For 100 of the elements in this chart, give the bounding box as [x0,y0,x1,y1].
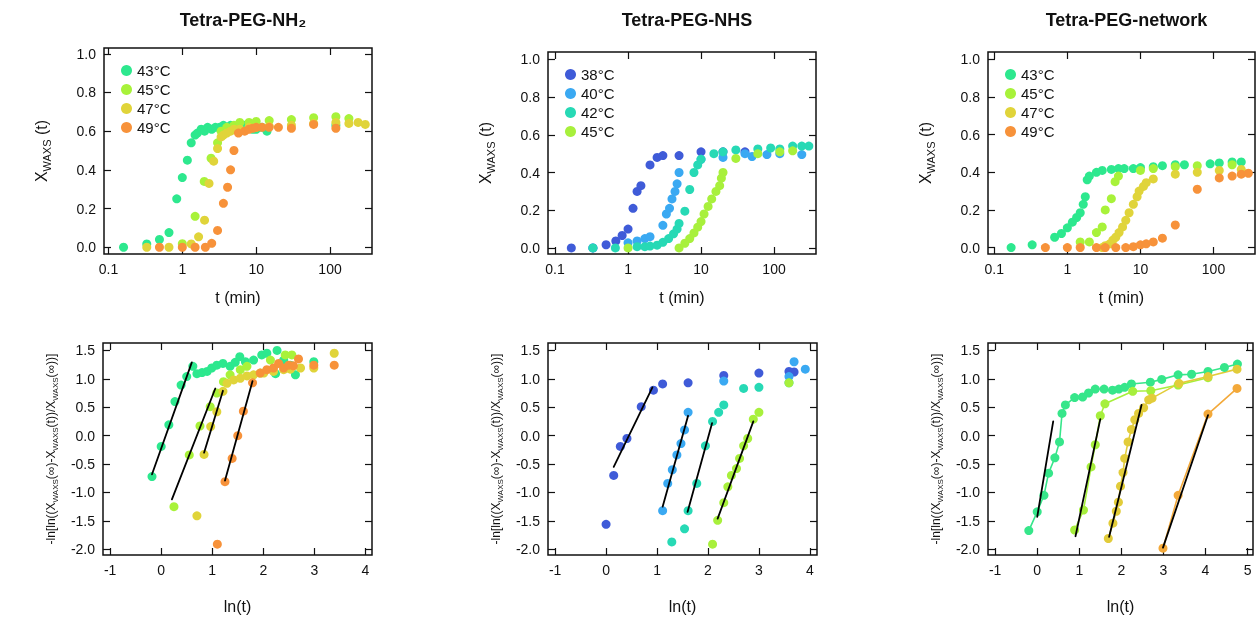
x-tick-label: 100 [318,261,342,277]
y-tick-label: 0.8 [76,84,97,101]
y-tick-label: 0.4 [520,164,541,181]
x-tick-label: 2 [259,562,268,578]
x-axis-title: t (min) [215,288,261,306]
x-tick-label: 2 [704,562,713,578]
y-tick-label: -2.0 [515,541,541,558]
legend-label: 45°C [581,123,615,140]
y-axis-title: -ln[ln((XWAXS(∞)-XWAXS(t))/XWAXS(∞))] [43,353,61,545]
x-tick-label: -1 [548,562,562,578]
x-tick-label: 3 [755,562,764,578]
x-tick-label: 1 [653,562,662,578]
y-tick-label: -0.5 [515,456,541,473]
y-axis-title: XWAXS (t) [32,119,53,183]
y-tick-label: 1.0 [960,51,981,68]
y-tick-label: 0.8 [520,89,541,106]
y-tick-label: 0.6 [520,126,541,143]
legend-label: 49°C [137,119,171,136]
y-tick-label: 0.2 [76,200,97,217]
x-axis-title: ln(t) [223,597,252,615]
y-tick-label: 1.0 [520,370,541,387]
legend-label: 43°C [1021,66,1055,83]
y-tick-label: 0.0 [75,427,96,444]
y-tick-label: 0.0 [520,239,541,256]
chart-title: Tetra-PEG-network [1045,10,1209,30]
y-tick-label: 0.4 [960,164,981,181]
legend-label: 42°C [581,104,615,121]
y-axis-title: -ln[ln((XWAXS(∞)-XWAXS(t))/XWAXS(∞))] [488,353,506,545]
x-tick-label: -1 [103,562,117,578]
chart-title: Tetra-PEG-NH₂ [179,10,307,30]
x-tick-label: 4 [805,562,814,578]
y-tick-label: 0.6 [960,126,981,143]
legend-label: 47°C [137,100,171,117]
y-tick-label: -0.5 [70,456,96,473]
y-tick-label: 1.0 [76,45,97,62]
x-tick-label: 1 [1063,261,1072,277]
x-tick-label: 100 [762,261,786,277]
y-tick-label: 1.0 [960,370,981,387]
y-tick-label: 0.2 [960,201,981,218]
y-tick-label: 1.5 [960,342,981,359]
y-tick-label: 0.0 [960,427,981,444]
y-tick-label: -0.5 [955,456,981,473]
x-tick-label: 100 [1201,261,1226,277]
x-tick-label: 1 [624,261,633,277]
x-tick-label: 0.1 [545,261,566,277]
legend-label: 38°C [581,66,615,83]
y-tick-label: 0.5 [75,399,96,416]
x-tick-label: 2 [1117,562,1126,578]
y-tick-label: 1.5 [75,342,96,359]
y-tick-label: -1.0 [70,484,96,501]
x-axis-title: t (min) [1098,288,1145,306]
x-tick-label: 1 [1075,562,1084,578]
y-tick-label: -2.0 [70,541,96,558]
x-tick-label: 4 [1201,562,1210,578]
legend-label: 43°C [137,62,171,79]
y-tick-label: -1.0 [515,484,541,501]
y-tick-label: -1.5 [70,512,96,529]
x-tick-label: 10 [1132,261,1149,277]
x-axis-title: t (min) [659,288,705,306]
x-tick-label: 10 [248,261,265,277]
x-tick-label: 4 [361,562,370,578]
y-tick-label: 1.0 [520,51,541,68]
y-tick-label: 0.6 [76,123,97,140]
y-tick-label: -1.5 [955,512,981,529]
y-tick-label: 0.0 [76,239,97,256]
x-tick-label: -1 [988,562,1002,578]
y-tick-label: 0.0 [520,427,541,444]
y-tick-label: 1.5 [520,342,541,359]
legend-label: 45°C [1021,85,1055,102]
x-axis-title: ln(t) [668,597,697,615]
legend-label: 47°C [1021,104,1055,121]
y-tick-label: 0.5 [960,399,981,416]
legend-label: 45°C [137,81,171,98]
y-tick-label: 0.2 [520,202,541,219]
y-tick-label: -2.0 [955,541,981,558]
y-tick-label: 0.5 [520,399,541,416]
y-tick-label: 0.4 [76,161,97,178]
x-tick-label: 0 [602,562,611,578]
x-tick-label: 1 [178,261,187,277]
x-tick-label: 0 [157,562,166,578]
x-tick-label: 0.1 [98,261,119,277]
y-axis-title: XWAXS (t) [916,121,937,185]
x-axis-title: ln(t) [1106,597,1135,615]
y-tick-label: -1.5 [515,512,541,529]
y-axis-title: -ln[ln((XWAXS(∞)-XWAXS(t))/XWAXS(∞))] [928,353,946,545]
x-tick-label: 5 [1243,562,1252,578]
legend-label: 49°C [1021,123,1055,140]
x-tick-label: 10 [693,261,710,277]
y-tick-label: -1.0 [955,484,981,501]
x-tick-label: 3 [1159,562,1168,578]
legend-label: 40°C [581,85,615,102]
x-tick-label: 1 [208,562,217,578]
y-tick-label: 1.0 [75,370,96,387]
y-tick-label: 0.0 [960,239,981,256]
x-tick-label: 0 [1033,562,1042,578]
y-tick-label: 0.8 [960,88,981,105]
chart-title: Tetra-PEG-NHS [621,10,753,30]
x-tick-label: 0.1 [984,261,1005,277]
x-tick-label: 3 [310,562,319,578]
y-axis-title: XWAXS (t) [476,121,497,185]
